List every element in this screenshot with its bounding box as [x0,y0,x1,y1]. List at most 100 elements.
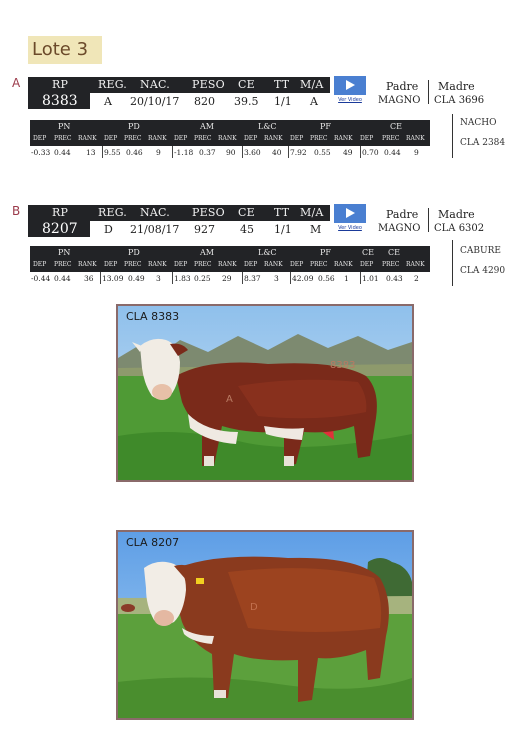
madre-header: Madre [438,80,475,93]
ep-divider [242,272,243,284]
rp-value: 8383 [42,93,78,109]
ep-divider [102,146,103,158]
ep-sub-dep: DEP [290,135,304,142]
ep-header-bar: PN PD AM L&C PF CE CE DEP PREC RANK DEP … [30,246,430,272]
ep-value: -0.44 [31,274,51,283]
ep-group-pd: PD [128,248,140,257]
rp-value-box: 8383 [28,93,90,109]
ep-group-am: AM [200,122,214,131]
ep-sub-prec: PREC [124,261,142,268]
ep-sub-rank: RANK [148,261,167,268]
ep-sub-prec: PREC [194,135,212,142]
ep-sub-dep: DEP [104,261,118,268]
ma-header: M/A [300,206,324,219]
ep-value: 0.49 [128,274,145,283]
nac-header: NAC. [140,78,170,91]
madre-header: Madre [438,208,475,221]
bull-photo-8207: CLA 8207 D [116,530,414,720]
rp-value-box: 8207 [28,221,90,237]
ep-value: 3 [156,274,161,283]
hide-brand-letter: A [226,394,233,405]
ep-group-pn: PN [58,122,71,131]
reg-value: D [104,223,113,236]
madre-value: CLA 3696 [434,95,485,106]
ep-sub-prec: PREC [54,261,72,268]
padre-header: Padre [386,208,419,221]
ep-sub-dep: DEP [33,135,47,142]
ep-sub-dep: DEP [360,135,374,142]
ep-value: 90 [226,148,236,157]
ep-sub-dep: DEP [174,261,188,268]
abuelo-name: CABURE [460,246,501,256]
ep-divider [288,146,289,158]
photo-label: CLA 8383 [126,310,180,323]
reg-value: A [104,95,112,108]
ma-header: M/A [300,78,324,91]
ce-header: CE [238,206,255,219]
ep-value: 3.60 [244,148,261,157]
peso-value: 927 [194,223,215,236]
reg-header: REG. [98,206,128,219]
abuelo-id: CLA 2384 [460,138,506,148]
ep-sub-dep: DEP [290,261,304,268]
ce-value: 39.5 [234,95,259,108]
ep-value: 0.25 [194,274,211,283]
nac-value: 20/10/17 [130,95,180,108]
ep-sub-rank: RANK [334,135,353,142]
ep-sub-prec: PREC [124,135,142,142]
ep-value: -1.18 [174,148,194,157]
ep-value: 0.44 [384,148,401,157]
ep-header-bar: PN PD AM L&C PF CE DEP PREC RANK DEP PRE… [30,120,430,146]
ep-group-pn: PN [58,248,71,257]
ep-sub-dep: DEP [174,135,188,142]
bull-image: D [118,532,412,718]
ep-value: 7.92 [290,148,307,157]
ep-value: 49 [343,148,353,157]
block-letter: B [12,204,21,218]
hide-brand-letter: D [250,602,258,613]
tt-header: TT [274,206,290,219]
ver-video-link[interactable]: Ver Video [338,225,362,231]
ma-value: M [310,223,322,236]
nac-header: NAC. [140,206,170,219]
bull-photo-8383: CLA 8383 8383 A [116,304,414,482]
ep-divider [172,272,173,284]
ep-divider [360,272,361,284]
ep-sub-rank: RANK [264,261,283,268]
ep-value: 1.01 [362,274,379,283]
parent-divider [428,208,429,232]
ep-value: 13 [86,148,96,157]
ver-video-button[interactable]: Ver Video [334,76,366,106]
ep-sub-rank: RANK [264,135,283,142]
ep-sub-dep: DEP [244,135,258,142]
ver-video-button[interactable]: Ver Video [334,204,366,234]
madre-value: CLA 6302 [434,223,485,234]
ep-group-lc: L&C [258,248,277,257]
tt-value: 1/1 [274,95,292,108]
ep-group-pf: PF [320,248,331,257]
padre-header: Padre [386,80,419,93]
photo-label: CLA 8207 [126,536,180,549]
ep-value: 0.44 [54,148,71,157]
ep-sub-dep: DEP [33,261,47,268]
play-icon [334,204,366,223]
ep-sub-rank: RANK [78,135,97,142]
rp-header: RP [52,206,69,219]
peso-header: PESO [192,78,225,91]
peso-header: PESO [192,206,225,219]
ep-value: 36 [84,274,94,283]
ep-value: 13.09 [102,274,124,283]
ep-value: 3 [274,274,279,283]
ver-video-link[interactable]: Ver Video [338,97,362,103]
ma-value: A [310,95,318,108]
reg-header: REG. [98,78,128,91]
ep-sub-prec: PREC [382,135,400,142]
ep-sub-prec: PREC [194,261,212,268]
padre-value: MAGNO [378,95,421,106]
ep-value: 42.09 [292,274,314,283]
ep-sub-prec: PREC [310,135,328,142]
ep-sub-dep: DEP [360,261,374,268]
hide-brand-number: 8383 [330,360,355,371]
ep-group-ce: CE [388,248,400,257]
ep-group-am: AM [200,248,214,257]
